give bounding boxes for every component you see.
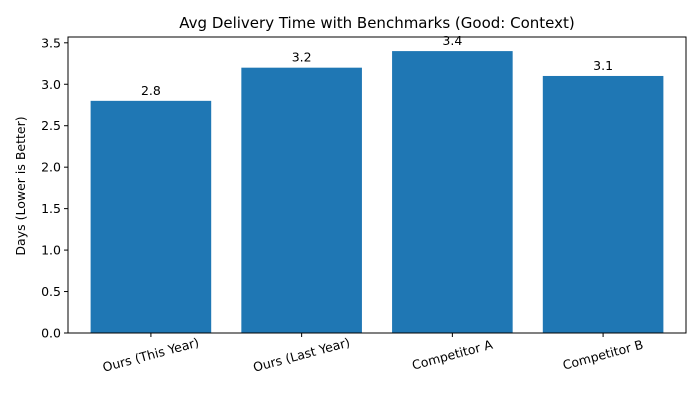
y-tick-label: 3.5 xyxy=(41,35,61,50)
y-tick-label: 0.0 xyxy=(41,326,61,341)
bar-value-label: 3.2 xyxy=(292,50,312,65)
y-tick-label: 3.0 xyxy=(41,77,61,92)
bar xyxy=(542,75,664,334)
x-tick-label: Ours (Last Year) xyxy=(251,335,351,375)
x-tick-label: Ours (This Year) xyxy=(101,335,201,375)
chart-title: Avg Delivery Time with Benchmarks (Good:… xyxy=(179,14,574,32)
bar xyxy=(392,51,513,333)
y-tick-label: 1.0 xyxy=(41,243,61,258)
x-tick-label: Competitor B xyxy=(561,337,645,373)
y-axis-label: Days (Lower is Better) xyxy=(13,116,28,255)
bar-value-label: 2.8 xyxy=(141,83,161,98)
data-labels-group: 2.8 3.2 3.4 3.1 xyxy=(141,33,613,98)
bar xyxy=(241,67,362,334)
x-tick-label: Competitor A xyxy=(410,337,494,373)
y-tick-label: 2.5 xyxy=(41,118,61,133)
bar-value-label: 3.4 xyxy=(442,33,462,48)
bar-value-label: 3.1 xyxy=(593,58,613,73)
y-axis: 0.0 0.5 1.0 1.5 2.0 2.5 3.0 3.5 xyxy=(41,35,68,341)
y-tick-label: 2.0 xyxy=(41,160,61,175)
bar xyxy=(90,100,212,333)
plot-frame xyxy=(67,36,687,334)
x-axis: Ours (This Year) Ours (Last Year) Competit… xyxy=(101,333,645,375)
bars-group xyxy=(90,51,664,334)
y-tick-label: 1.5 xyxy=(41,201,61,216)
y-tick-label: 0.5 xyxy=(41,284,61,299)
